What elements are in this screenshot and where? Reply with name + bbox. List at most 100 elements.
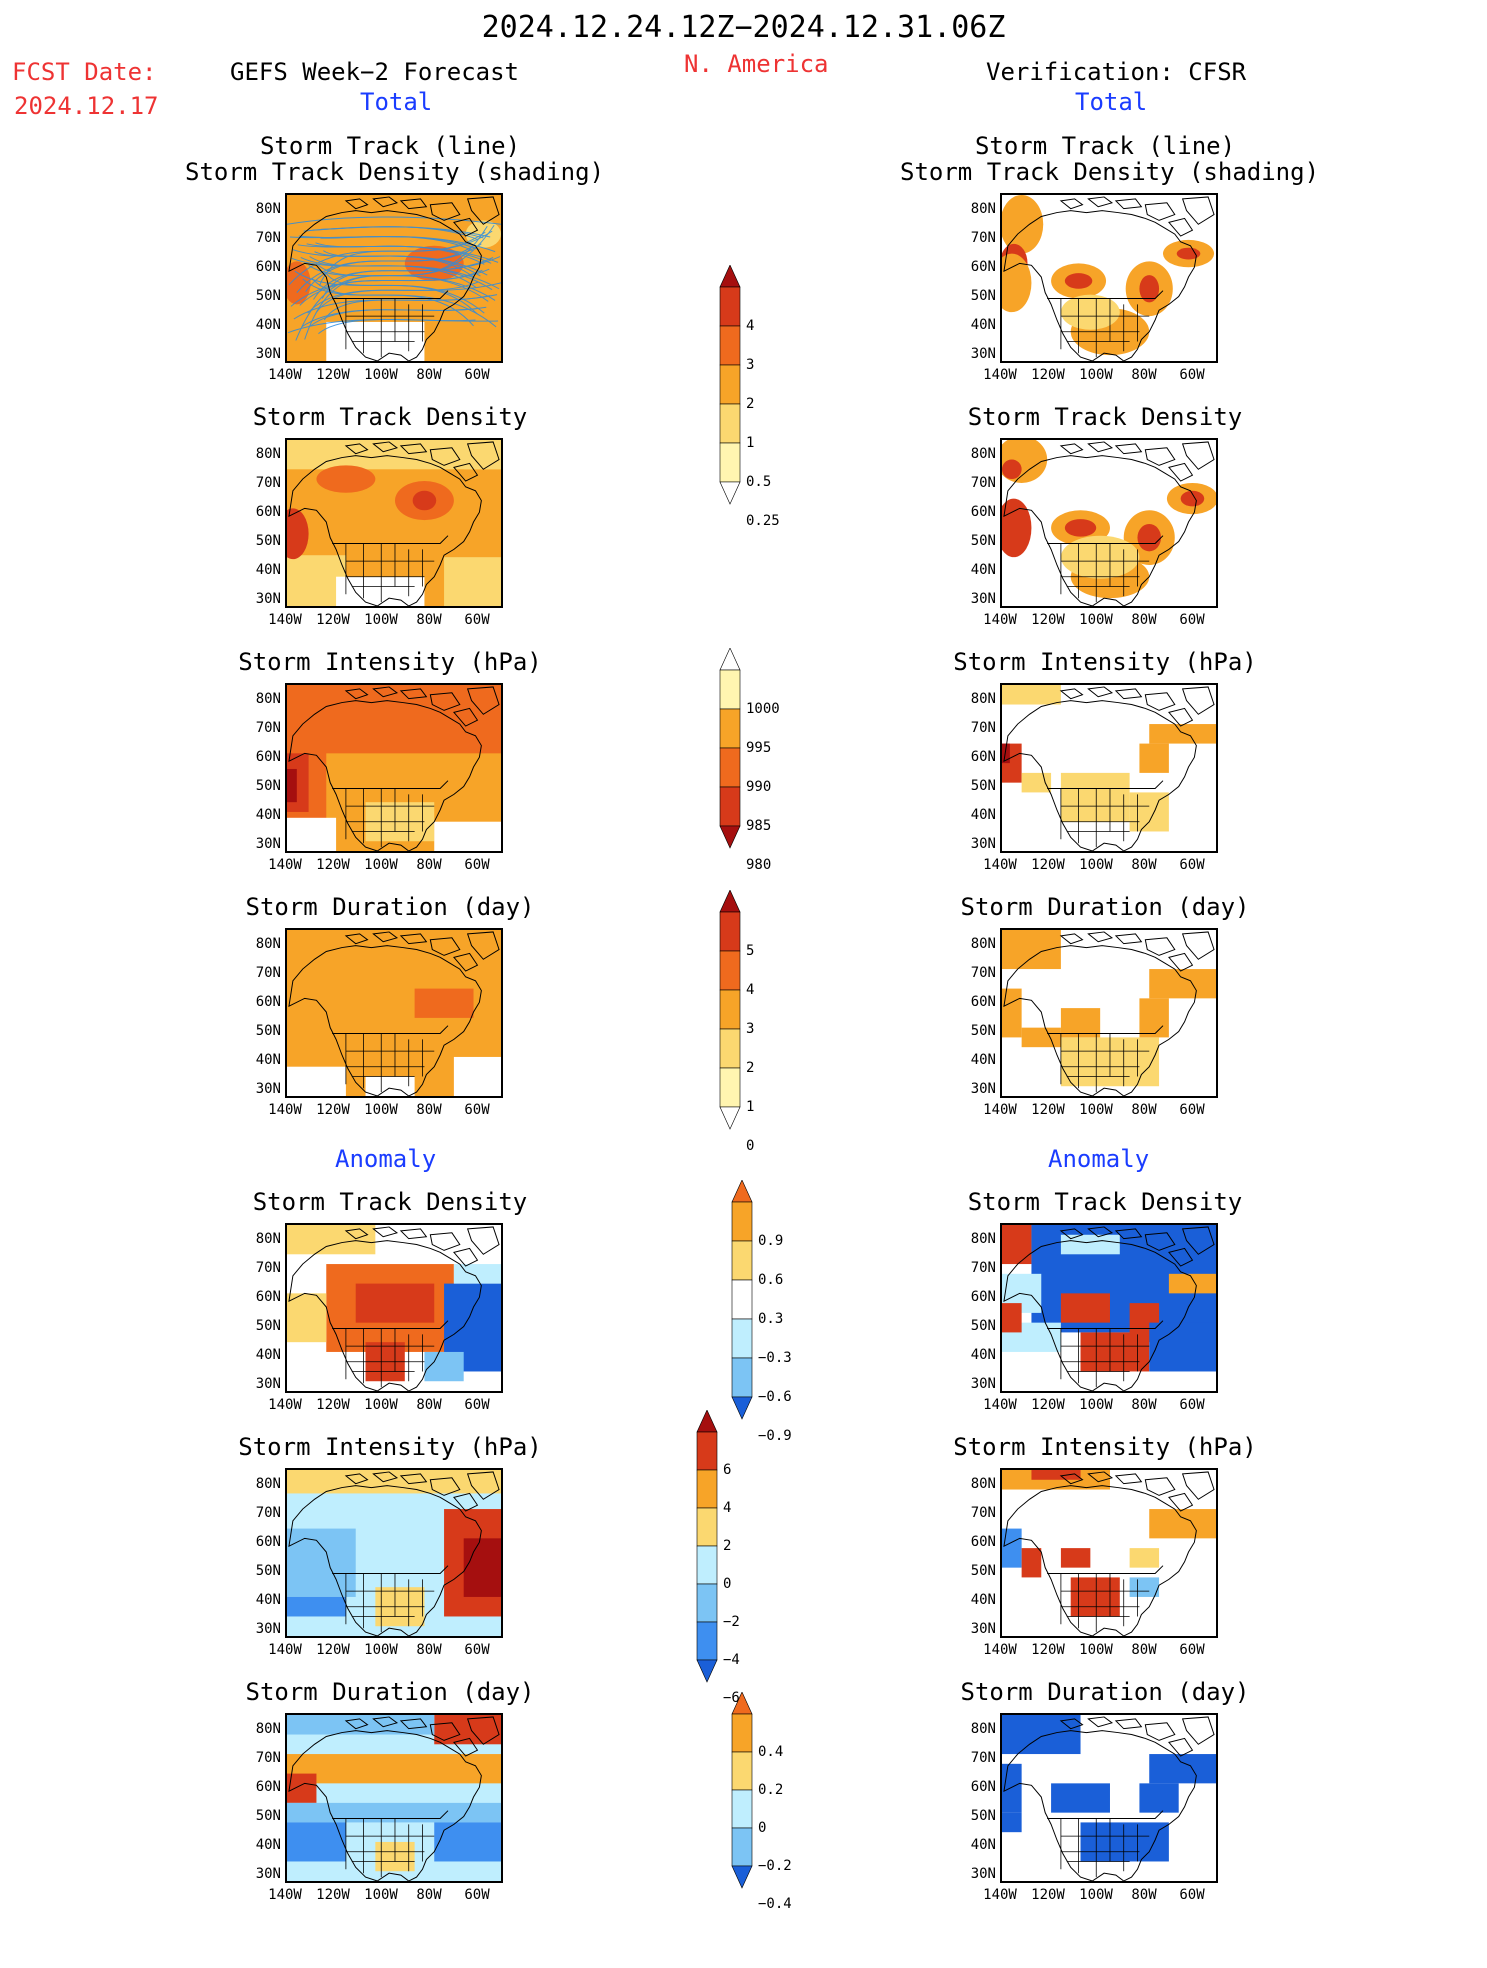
left-p3-title: Storm Intensity (hPa) <box>238 648 542 676</box>
lon-tick-label: 80W <box>416 1102 442 1118</box>
lat-tick-label: 80N <box>970 446 996 462</box>
lon-tick-label: 60W <box>1179 1887 1205 1903</box>
lon-tick-label: 80W <box>1131 1102 1157 1118</box>
right-p5-title: Storm Track Density <box>967 1188 1243 1216</box>
left-p5-title: Storm Track Density <box>252 1188 528 1216</box>
lon-tick-label: 60W <box>464 1887 490 1903</box>
lat-tick-label: 60N <box>255 259 281 275</box>
lon-tick-label: 100W <box>1079 367 1113 383</box>
lat-tick-label: 50N <box>255 1023 281 1039</box>
lon-tick-label: 60W <box>464 1642 490 1658</box>
colorbar-intensity-label: 980 <box>746 857 772 873</box>
lon-tick-label: 120W <box>316 367 350 383</box>
colorbar-density-label: 0.25 <box>746 513 780 529</box>
lon-tick-label: 60W <box>1179 1102 1205 1118</box>
colorbar-density-anom-label: −0.3 <box>758 1350 792 1366</box>
lat-tick-label: 50N <box>970 778 996 794</box>
lon-tick-label: 100W <box>364 1887 398 1903</box>
colorbar-duration-anom-label: 0.2 <box>758 1782 784 1798</box>
lon-tick-label: 120W <box>316 612 350 628</box>
lon-tick-label: 120W <box>316 857 350 873</box>
lon-tick-label: 80W <box>416 1642 442 1658</box>
colorbar-intensity-anom <box>695 1409 719 1762</box>
right-p2-title: Storm Track Density <box>967 403 1243 431</box>
lon-tick-label: 80W <box>1131 1887 1157 1903</box>
lat-tick-label: 80N <box>970 691 996 707</box>
lat-tick-label: 50N <box>255 778 281 794</box>
lon-tick-label: 120W <box>1031 612 1065 628</box>
lon-tick-label: 120W <box>316 1642 350 1658</box>
lon-tick-label: 120W <box>316 1397 350 1413</box>
colorbar-duration-label: 0 <box>746 1138 755 1154</box>
right-column-title: Verification: CFSR <box>986 58 1247 86</box>
colorbar-density-anom-label: 0.3 <box>758 1311 784 1327</box>
lat-tick-label: 30N <box>970 1866 996 1882</box>
lat-tick-label: 40N <box>970 562 996 578</box>
map-obs-duration-anom-field <box>1002 1715 1216 1881</box>
colorbar-duration-anom-label: −0.2 <box>758 1858 792 1874</box>
lon-tick-label: 120W <box>1031 1102 1065 1118</box>
map-obs-intensity-anom <box>1000 1468 1218 1638</box>
lon-tick-label: 100W <box>1079 1887 1113 1903</box>
period-title: 2024.12.24.12Z−2024.12.31.06Z <box>481 10 1006 45</box>
lat-tick-label: 40N <box>255 317 281 333</box>
fcst-date: 2024.12.17 <box>14 92 159 120</box>
lat-tick-label: 60N <box>970 259 996 275</box>
lat-tick-label: 60N <box>970 1779 996 1795</box>
colorbar-intensity-anom-label: 0 <box>723 1576 732 1592</box>
lat-tick-label: 60N <box>255 749 281 765</box>
colorbar-duration-label: 3 <box>746 1021 755 1037</box>
map-obs-duration-field <box>1002 930 1216 1096</box>
right-p1-title1: Storm Track (line) <box>974 132 1236 160</box>
lon-tick-label: 60W <box>464 612 490 628</box>
lon-tick-label: 100W <box>1079 857 1113 873</box>
lon-tick-label: 120W <box>1031 1642 1065 1658</box>
lat-tick-label: 60N <box>970 749 996 765</box>
colorbar-density-label: 1 <box>746 435 755 451</box>
lon-tick-label: 80W <box>416 367 442 383</box>
colorbar-density-label: 2 <box>746 396 755 412</box>
total-right-label: Total <box>1075 88 1148 116</box>
lat-tick-label: 80N <box>970 936 996 952</box>
lat-tick-label: 40N <box>970 1837 996 1853</box>
colorbar-intensity-label: 985 <box>746 818 772 834</box>
lon-tick-label: 140W <box>268 1887 302 1903</box>
lat-tick-label: 80N <box>255 1476 281 1492</box>
colorbar-duration-anom <box>730 1691 754 1968</box>
lat-tick-label: 60N <box>970 504 996 520</box>
anomaly-right-label: Anomaly <box>1048 1145 1150 1173</box>
colorbar-intensity-anom-label: 2 <box>723 1538 732 1554</box>
total-left-label: Total <box>360 88 433 116</box>
lon-tick-label: 60W <box>464 367 490 383</box>
lat-tick-label: 70N <box>970 965 996 981</box>
lat-tick-label: 70N <box>970 230 996 246</box>
colorbar-density-anom-label: −0.9 <box>758 1428 792 1444</box>
lon-tick-label: 140W <box>983 612 1017 628</box>
map-fcst-duration-anom <box>285 1713 503 1883</box>
lat-tick-label: 70N <box>255 720 281 736</box>
lon-tick-label: 100W <box>364 612 398 628</box>
lat-tick-label: 40N <box>970 807 996 823</box>
lon-tick-label: 60W <box>1179 367 1205 383</box>
lat-tick-label: 30N <box>970 1621 996 1637</box>
lat-tick-label: 30N <box>970 346 996 362</box>
lat-tick-label: 60N <box>970 1534 996 1550</box>
lon-tick-label: 140W <box>983 857 1017 873</box>
map-obs-density-field <box>1002 440 1216 606</box>
lon-tick-label: 60W <box>1179 1642 1205 1658</box>
colorbar-duration-label: 5 <box>746 943 755 959</box>
lat-tick-label: 30N <box>255 346 281 362</box>
lat-tick-label: 60N <box>255 1534 281 1550</box>
lon-tick-label: 60W <box>1179 612 1205 628</box>
lon-tick-label: 120W <box>316 1887 350 1903</box>
map-fcst-track-lines <box>285 193 503 363</box>
map-obs-density-anom-field <box>1002 1225 1216 1391</box>
colorbar-density-label: 4 <box>746 318 755 334</box>
colorbar-density-label: 3 <box>746 357 755 373</box>
right-p4-title: Storm Duration (day) <box>960 893 1250 921</box>
lon-tick-label: 60W <box>464 857 490 873</box>
lon-tick-label: 140W <box>268 1397 302 1413</box>
lon-tick-label: 60W <box>464 1397 490 1413</box>
lat-tick-label: 30N <box>255 1376 281 1392</box>
lat-tick-label: 70N <box>255 1505 281 1521</box>
